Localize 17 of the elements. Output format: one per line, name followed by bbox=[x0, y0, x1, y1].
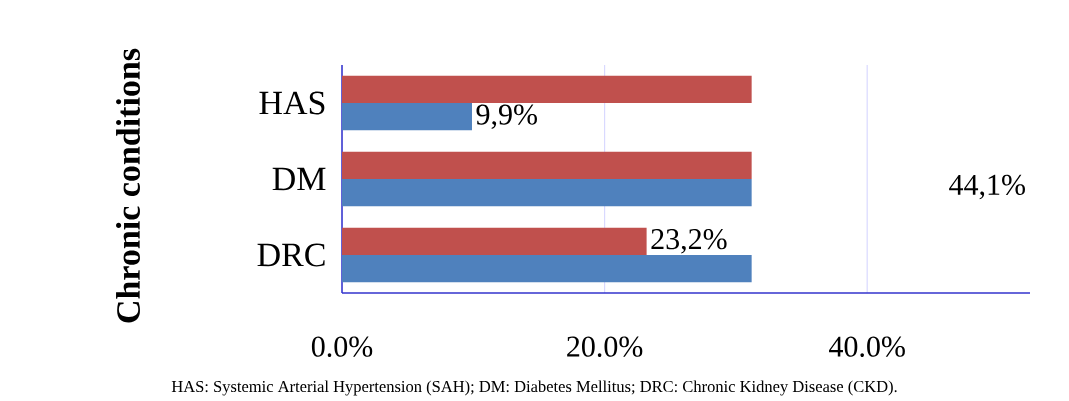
y-tick-label: DRC bbox=[257, 243, 325, 267]
bar bbox=[342, 151, 752, 179]
y-axis-title: Chronic conditions bbox=[116, 48, 140, 323]
data-label: 9,9% bbox=[476, 104, 537, 129]
bar bbox=[342, 227, 647, 255]
text: HAS: Systemic Arterial Hypertension (SAH); DM: Diabetes Mellitus; DRC: Chronic Kidney Disease (CKD). bbox=[171, 380, 897, 396]
x-tick-label: 40.0% bbox=[829, 336, 905, 357]
bar bbox=[342, 75, 752, 103]
bar bbox=[342, 102, 472, 131]
annotation: 44,1% bbox=[949, 174, 1025, 200]
x-tick-label: 0.0% bbox=[311, 336, 373, 357]
y-tick-label: HAS bbox=[259, 91, 325, 115]
bar bbox=[342, 178, 752, 207]
x-tick-label: 20.0% bbox=[567, 336, 643, 357]
data-label: 23,2% bbox=[651, 229, 727, 254]
y-tick-label: DM bbox=[272, 167, 326, 191]
bar bbox=[342, 254, 752, 283]
